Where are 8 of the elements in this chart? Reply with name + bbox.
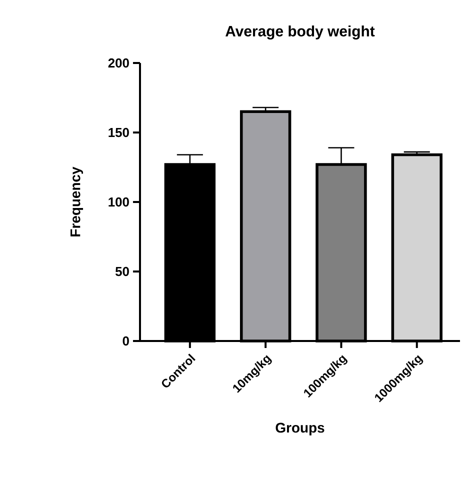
y-tick-label: 0 bbox=[122, 336, 129, 346]
x-axis-title: Groups bbox=[276, 422, 324, 436]
y-tick-label: 50 bbox=[115, 266, 129, 276]
y-tick-label: 200 bbox=[108, 58, 129, 68]
chart-title: Average body weight bbox=[226, 26, 375, 40]
y-axis-title: Frequency bbox=[70, 166, 84, 236]
y-tick-label: 150 bbox=[108, 128, 129, 138]
y-tick-label: 100 bbox=[108, 197, 129, 207]
